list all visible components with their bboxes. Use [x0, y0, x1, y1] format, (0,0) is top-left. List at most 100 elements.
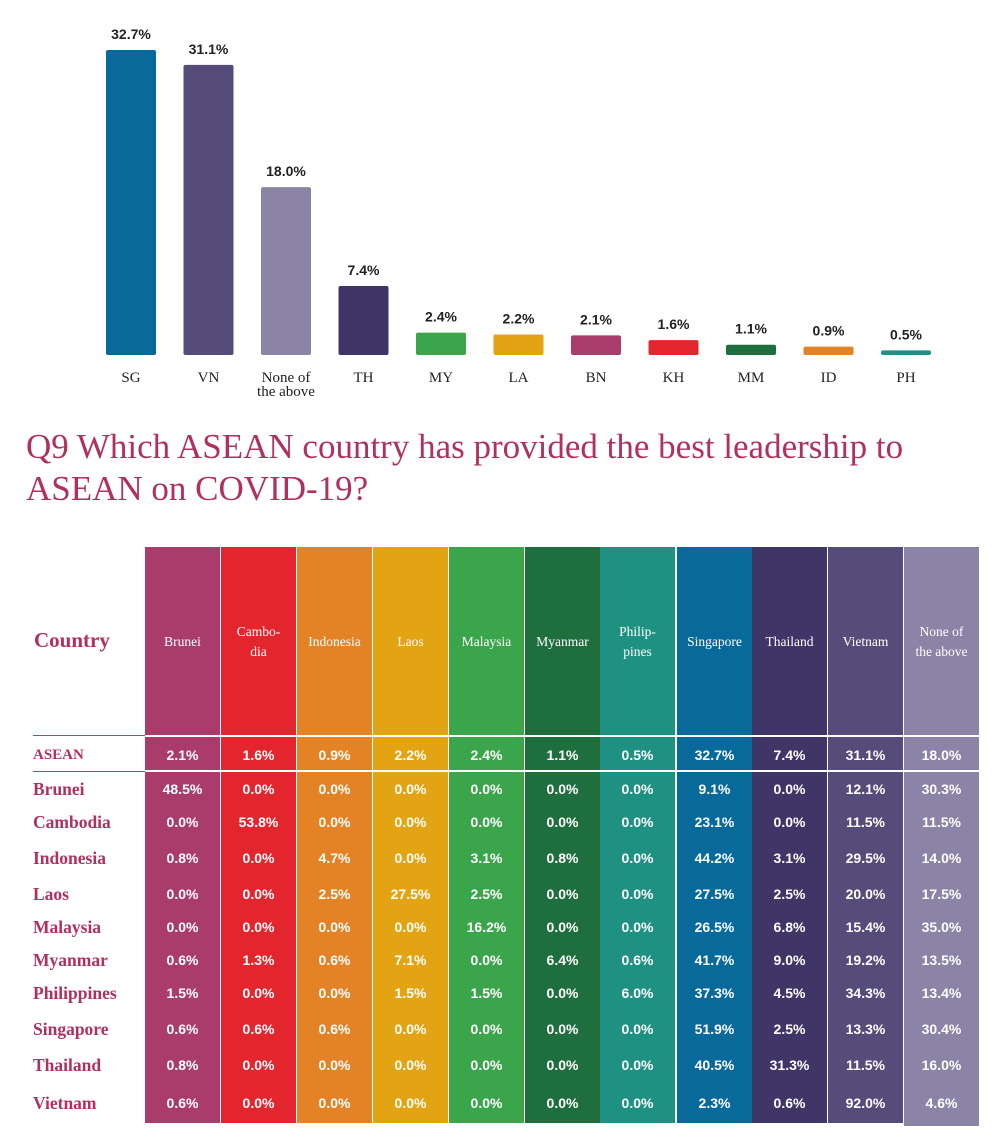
table-cell: 0.0%: [242, 1095, 275, 1111]
table-cell: 0.0%: [621, 919, 654, 935]
table-cell: 0.0%: [394, 850, 427, 866]
table-cell: 0.0%: [394, 781, 427, 797]
table-cell: 48.5%: [162, 781, 203, 797]
table-cell: 26.5%: [694, 919, 735, 935]
bar-value-label: 7.4%: [348, 262, 380, 278]
table-cell: 0.0%: [546, 886, 579, 902]
table-cell: 0.0%: [242, 781, 275, 797]
column-bg: [525, 547, 600, 1123]
bar-value-label: 2.4%: [425, 309, 457, 325]
bar-mm: [726, 344, 776, 355]
table-cell: 13.5%: [921, 952, 962, 968]
table-cell: 13.4%: [921, 985, 962, 1001]
category-label: None of the above: [257, 370, 315, 400]
table-cell: 0.0%: [318, 919, 351, 935]
table-cell: 44.2%: [694, 850, 735, 866]
table-cell: 0.0%: [318, 1095, 351, 1111]
table-cell: 0.0%: [546, 1021, 579, 1037]
table-cell: 0.0%: [394, 814, 427, 830]
table-cell: 0.0%: [546, 919, 579, 935]
table-cell: 11.5%: [846, 1057, 885, 1073]
bar-kh: [648, 340, 699, 355]
table-cell: 11.5%: [922, 814, 961, 830]
bar-my: [416, 332, 466, 355]
column-header: None of the above: [915, 624, 968, 659]
column-bg: [373, 547, 448, 1123]
bar-bn: [571, 335, 621, 355]
table-cell: 2.5%: [318, 886, 351, 902]
asean-divider: [33, 770, 981, 772]
table-cell: 0.0%: [394, 1021, 427, 1037]
table-cell: 4.6%: [925, 1095, 958, 1111]
bar-value-label: 31.1%: [189, 41, 229, 57]
column-header: Singapore: [687, 634, 742, 649]
table-cell: 6.8%: [773, 919, 806, 935]
question-title: Q9 Which ASEAN country has provided the …: [26, 427, 904, 508]
column-bg: [297, 547, 372, 1123]
category-label: KH: [663, 370, 685, 386]
table-cell: 30.3%: [921, 781, 962, 797]
table-cell: 0.8%: [166, 1057, 199, 1073]
table-cell: 13.3%: [845, 1021, 886, 1037]
table-cell: 53.8%: [238, 814, 279, 830]
table-cell: 2.5%: [470, 886, 503, 902]
table-cell: 0.0%: [621, 814, 654, 830]
table-cell: 92.0%: [845, 1095, 886, 1111]
category-label: LA: [509, 370, 529, 386]
table-cell: 0.0%: [621, 886, 654, 902]
column-header: Malaysia: [461, 634, 512, 649]
table-cell: 0.0%: [470, 1057, 503, 1073]
table-cell: 37.3%: [694, 985, 735, 1001]
table-cell: 0.6%: [166, 952, 199, 968]
category-label: MM: [738, 370, 765, 386]
bar-chart: 32.7% SG 31.1% VN 18.0% None of the above 7.4% T…: [106, 26, 931, 400]
table-cell: 0.0%: [546, 985, 579, 1001]
table-cell: 0.6%: [773, 1095, 806, 1111]
bar-value-label: 0.9%: [813, 323, 845, 339]
column-bg: [600, 547, 675, 1123]
table-cell: 0.0%: [470, 1095, 503, 1111]
category-label: SG: [121, 370, 140, 386]
table-cell: 0.0%: [318, 781, 351, 797]
table-cell: 7.1%: [394, 952, 427, 968]
category-label: ID: [821, 370, 837, 386]
table-cell: 0.5%: [621, 747, 654, 763]
column-header: Indonesia: [308, 634, 361, 649]
row-label: Malaysia: [33, 917, 102, 937]
table-cell: 23.1%: [694, 814, 735, 830]
table-cell: 9.0%: [773, 952, 806, 968]
table-cell: 0.0%: [470, 781, 503, 797]
category-label: TH: [354, 370, 374, 386]
table-cell: 0.0%: [773, 781, 806, 797]
table-cell: 0.0%: [546, 1095, 579, 1111]
column-header: Thailand: [765, 634, 814, 649]
table-cell: 0.0%: [242, 850, 275, 866]
bar-vn: [183, 64, 234, 355]
column-bg: [449, 547, 524, 1123]
category-label: MY: [429, 370, 453, 386]
table-cell: 15.4%: [845, 919, 886, 935]
table-cell: 1.5%: [166, 985, 199, 1001]
column-bg: [221, 547, 296, 1123]
table-cell: 0.0%: [394, 919, 427, 935]
table-cell: 16.2%: [466, 919, 507, 935]
table-cell: 41.7%: [694, 952, 735, 968]
table-cell: 3.1%: [773, 850, 806, 866]
table-cell: 16.0%: [921, 1057, 962, 1073]
category-label: VN: [198, 370, 220, 386]
row-label: Indonesia: [33, 848, 106, 868]
table-cell: 0.0%: [621, 1095, 654, 1111]
bar-la: [493, 334, 544, 355]
table-cell: 2.4%: [470, 747, 503, 763]
table-cell: 0.0%: [470, 814, 503, 830]
table-cell: 40.5%: [694, 1057, 735, 1073]
table-cell: 0.0%: [470, 1021, 503, 1037]
bar-value-label: 1.1%: [735, 321, 767, 337]
table-cell: 2.3%: [698, 1095, 731, 1111]
row-label: Vietnam: [33, 1093, 97, 1113]
table-cell: 51.9%: [694, 1021, 735, 1037]
table-cell: 0.6%: [166, 1021, 199, 1037]
table-cell: 0.6%: [166, 1095, 199, 1111]
table-cell: 31.1%: [845, 747, 886, 763]
row-label: Thailand: [33, 1055, 102, 1075]
